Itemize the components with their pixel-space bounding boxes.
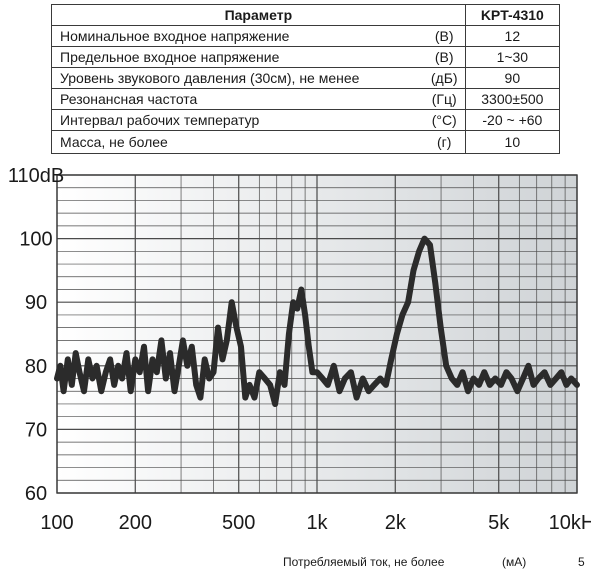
row-param: Номинальное входное напряжение: [50, 25, 424, 47]
row-unit: (дБ): [423, 67, 466, 89]
table-row: Номинальное входное напряжение (В) 12: [50, 25, 561, 47]
row-unit: (В): [423, 46, 466, 68]
x-tick-label: 2k: [385, 512, 407, 534]
y-axis: 110dB 100 90 80 70 60: [8, 168, 64, 505]
spec-table: Параметр KPT-4310 Номинальное входное на…: [50, 4, 561, 154]
table-row: Масса, не более (г) 10: [50, 130, 561, 154]
table-row: Резонансная частота (Гц) 3300±500: [50, 88, 561, 110]
row-param: Интервал рабочих температур: [50, 109, 424, 131]
footer-label: Потребляемый ток, не более: [283, 555, 445, 569]
row-value: 90: [464, 67, 561, 89]
row-value: 3300±500: [464, 88, 561, 110]
y-tick-label: 90: [25, 292, 47, 314]
x-tick-label: 200: [119, 512, 152, 534]
y-tick-label: 110dB: [8, 168, 64, 187]
x-axis: 100 200 500 1k 2k 5k 10kHz: [40, 512, 591, 534]
row-value: 1~30: [464, 46, 561, 68]
y-tick-label: 70: [25, 419, 47, 441]
x-tick-label: 1k: [306, 512, 328, 534]
row-value: 10: [464, 130, 561, 154]
x-tick-label: 5k: [488, 512, 510, 534]
row-value: -20 ~ +60: [464, 109, 561, 131]
y-tick-label: 100: [19, 229, 52, 251]
x-tick-label: 100: [40, 512, 73, 534]
y-tick-label: 60: [25, 483, 47, 505]
series-line: [54, 235, 580, 407]
footer-unit: (мА): [502, 555, 527, 569]
table-header-param: Параметр: [51, 4, 466, 26]
row-unit: (В): [423, 25, 466, 47]
chart-series: [54, 235, 580, 407]
row-param: Предельное входное напряжение: [50, 46, 424, 68]
x-tick-label: 10kHz: [549, 512, 591, 534]
table-row: Уровень звукового давления (30см), не ме…: [50, 67, 561, 89]
row-unit: (г): [423, 130, 466, 154]
y-tick-label: 80: [25, 356, 47, 378]
table-row: Предельное входное напряжение (В) 1~30: [50, 46, 561, 68]
row-param: Масса, не более: [50, 130, 424, 154]
footer-spec: Потребляемый ток, не более (мА) 5: [0, 552, 591, 572]
footer-value: 5: [578, 555, 585, 569]
table-header-model: KPT-4310: [464, 4, 561, 26]
table-row: Интервал рабочих температур (°С) -20 ~ +…: [50, 109, 561, 131]
row-unit: (°С): [423, 109, 466, 131]
row-value: 12: [464, 25, 561, 47]
row-param: Уровень звукового давления (30см), не ме…: [50, 67, 424, 89]
plot-frame: [56, 174, 578, 494]
row-param: Резонансная частота: [50, 88, 424, 110]
row-unit: (Гц): [423, 88, 466, 110]
frequency-response-chart: 110dB 100 90 80 70 60 100 200 500 1k 2k 5k 10kHz: [8, 168, 591, 534]
x-tick-label: 500: [222, 512, 255, 534]
chart-grid: [56, 174, 578, 494]
